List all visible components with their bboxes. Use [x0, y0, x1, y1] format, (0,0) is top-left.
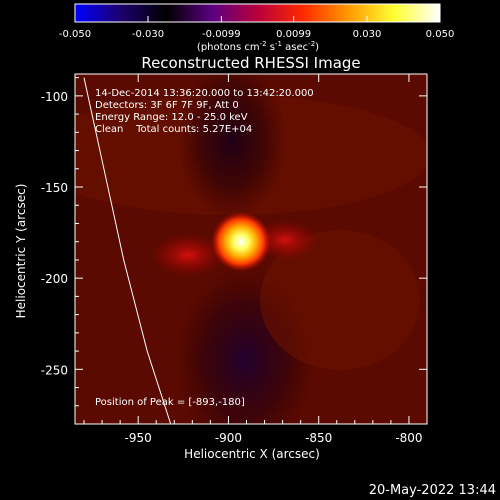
colorbar-tick-label: 0.030 — [353, 29, 382, 40]
detectors-text: Detectors: 3F 6F 7F 9F, Att 0 — [95, 100, 239, 111]
heatmap-image — [75, 74, 427, 424]
chart-title: Reconstructed RHESSI Image — [141, 54, 360, 72]
y-tick-label: -150 — [41, 181, 68, 195]
left-lobe — [150, 233, 226, 277]
colorbar-tick-label: -0.030 — [132, 29, 164, 40]
y-axis-label: Heliocentric Y (arcsec) — [14, 184, 28, 319]
y-tick-label: -100 — [41, 90, 68, 104]
time-range-text: 14-Dec-2014 13:36:20.000 to 13:42:20.000 — [95, 88, 314, 99]
y-tick-label: -250 — [41, 363, 68, 377]
x-tick-label: -850 — [305, 431, 332, 445]
y-tick-label: -200 — [41, 272, 68, 286]
colorbar-tick-label: 0.0099 — [276, 29, 311, 40]
side-glow — [260, 230, 420, 370]
x-tick-label: -950 — [125, 431, 152, 445]
x-tick-label: -900 — [215, 431, 242, 445]
solar-limb — [83, 77, 172, 424]
colorbar-units: (photons cm-2 s-1 asec-2) — [197, 40, 319, 53]
plot-frame — [74, 73, 428, 425]
colorbar — [75, 4, 440, 22]
peak-source — [211, 211, 272, 272]
energy-range-text: Energy Range: 12.0 - 25.0 keV — [95, 112, 248, 123]
colorbar-tick-label: -0.050 — [59, 29, 91, 40]
colorbar-tick-label: -0.0099 — [202, 29, 241, 40]
y-axis-ticks: -100 -150 -200 -250 — [41, 77, 427, 407]
peak-position-text: Position of Peak = [-893,-180] — [95, 397, 245, 408]
footer-date: 20-May-2022 13:44 — [368, 483, 496, 498]
dark-lobe-top — [177, 74, 287, 220]
x-axis-label: Heliocentric X (arcsec) — [184, 447, 320, 461]
colorbar-frame — [74, 3, 441, 23]
colorbar-ticks: -0.050 -0.030 -0.0099 0.0099 0.030 0.050 — [59, 16, 454, 40]
x-tick-label: -800 — [395, 431, 422, 445]
clean-counts-text: Clean Total counts: 5.27E+04 — [95, 124, 253, 135]
x-axis-ticks: -950 -900 -850 -800 — [83, 74, 428, 445]
colorbar-tick-label: 0.050 — [426, 29, 455, 40]
